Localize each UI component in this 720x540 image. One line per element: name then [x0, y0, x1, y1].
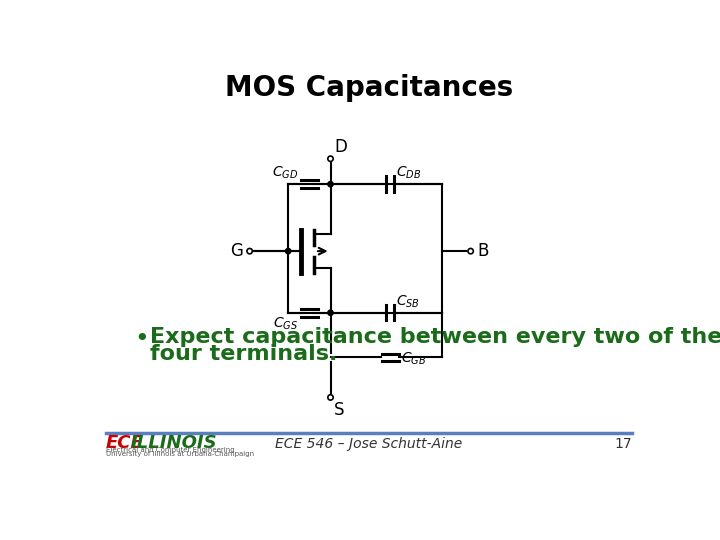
- Text: $C_{SB}$: $C_{SB}$: [396, 293, 420, 309]
- Text: ECE 546 – Jose Schutt-Aine: ECE 546 – Jose Schutt-Aine: [275, 437, 463, 451]
- Text: •: •: [134, 327, 149, 350]
- Text: B: B: [477, 242, 489, 260]
- Circle shape: [468, 248, 473, 254]
- Circle shape: [285, 248, 291, 254]
- Text: $C_{GD}$: $C_{GD}$: [272, 165, 299, 181]
- Text: ILLINOIS: ILLINOIS: [130, 434, 217, 453]
- Circle shape: [328, 395, 333, 400]
- Text: MOS Capacitances: MOS Capacitances: [225, 74, 513, 102]
- Text: four terminals.: four terminals.: [150, 343, 337, 363]
- Circle shape: [328, 181, 333, 187]
- Text: G: G: [230, 242, 243, 260]
- Text: Electrical and Computer Engineering: Electrical and Computer Engineering: [106, 447, 234, 453]
- Circle shape: [247, 248, 252, 254]
- Text: Expect capacitance between every two of the: Expect capacitance between every two of …: [150, 327, 720, 347]
- Text: $C_{DB}$: $C_{DB}$: [396, 165, 422, 181]
- Text: $C_{GS}$: $C_{GS}$: [274, 316, 299, 332]
- Text: University of Illinois at Urbana-Champaign: University of Illinois at Urbana-Champai…: [106, 450, 253, 457]
- Text: S: S: [334, 401, 345, 418]
- Text: ECE: ECE: [106, 434, 143, 453]
- Circle shape: [328, 310, 333, 315]
- Text: D: D: [334, 138, 347, 156]
- Circle shape: [328, 156, 333, 161]
- Text: $C_{GB}$: $C_{GB}$: [401, 351, 426, 367]
- Text: 17: 17: [615, 437, 632, 451]
